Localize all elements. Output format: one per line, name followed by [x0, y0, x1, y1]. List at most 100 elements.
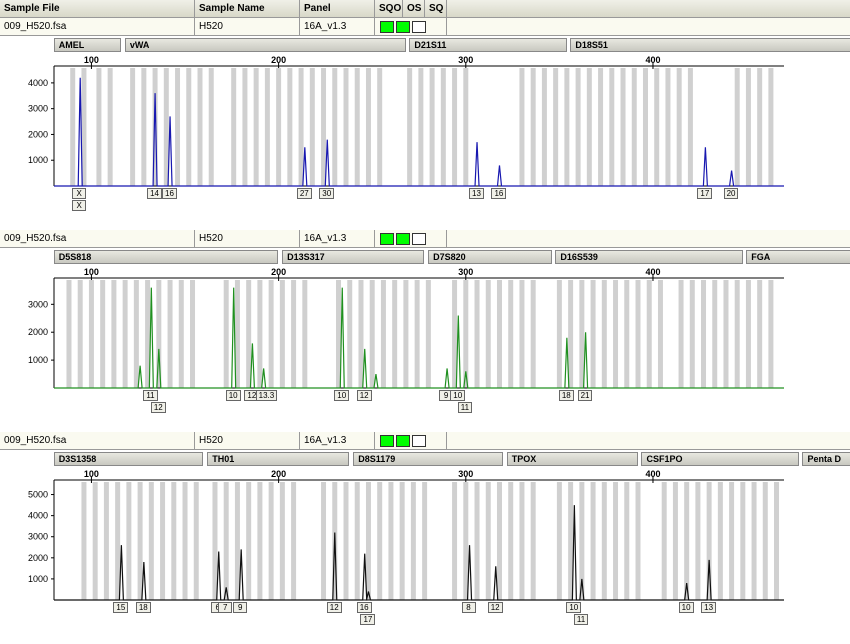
sample-row[interactable]: 009_H520.fsaH52016A_v1.3	[0, 230, 850, 248]
allele-call[interactable]: 10	[566, 602, 581, 613]
svg-text:300: 300	[458, 469, 473, 479]
allele-call[interactable]: 12	[357, 390, 372, 401]
locus-label[interactable]: D5S818	[54, 250, 279, 264]
svg-text:100: 100	[84, 469, 99, 479]
column-header[interactable]: Sample Name	[195, 0, 300, 17]
cell-sample_file: 009_H520.fsa	[0, 230, 195, 247]
cell-sample_name: H520	[195, 230, 300, 247]
allele-call[interactable]: 12	[151, 402, 166, 413]
svg-text:200: 200	[271, 267, 286, 277]
column-header[interactable]: Sample File	[0, 0, 195, 17]
allele-call[interactable]: 10	[226, 390, 241, 401]
allele-call[interactable]: 30	[319, 188, 334, 199]
allele-call[interactable]: 10	[334, 390, 349, 401]
quality-box-green	[380, 435, 394, 447]
allele-call[interactable]: 21	[578, 390, 593, 401]
allele-call[interactable]: 17	[360, 614, 375, 625]
locus-label[interactable]: D13S317	[282, 250, 424, 264]
allele-call[interactable]: 11	[458, 402, 472, 413]
svg-text:5000: 5000	[28, 490, 48, 500]
sample-row[interactable]: 009_H520.fsaH52016A_v1.3	[0, 18, 850, 36]
cell-sample_name: H520	[195, 18, 300, 35]
svg-text:100: 100	[84, 267, 99, 277]
locus-label[interactable]: AMEL	[54, 38, 121, 52]
allele-call[interactable]: 16	[162, 188, 177, 199]
svg-text:3000: 3000	[28, 299, 48, 309]
locus-header-row: D3S1358TH01 D8S1179 TPOXCSF1PO Penta D	[50, 452, 850, 466]
allele-call[interactable]: X	[72, 200, 86, 211]
allele-call[interactable]: 20	[724, 188, 739, 199]
svg-text:4000: 4000	[28, 511, 48, 521]
cell-sample_file: 009_H520.fsa	[0, 18, 195, 35]
locus-label[interactable]: D3S1358	[54, 452, 204, 466]
svg-text:4000: 4000	[28, 78, 48, 88]
locus-label[interactable]: TH01	[207, 452, 349, 466]
column-header[interactable]: OS	[403, 0, 425, 17]
allele-call[interactable]: 12	[327, 602, 342, 613]
quality-box-green	[396, 21, 410, 33]
allele-call[interactable]: 18	[559, 390, 574, 401]
allele-call[interactable]: 14	[147, 188, 162, 199]
allele-call[interactable]: 13	[469, 188, 484, 199]
cell-panel_name: 16A_v1.3	[300, 18, 375, 35]
locus-header-row: D5S818D13S317 D7S820D16S539 FGA	[50, 250, 850, 264]
quality-box-white	[412, 21, 426, 33]
allele-call[interactable]: 16	[491, 188, 506, 199]
electropherogram-chart[interactable]: 1002003004001000200030004000XX1416273013…	[4, 54, 850, 212]
locus-label[interactable]: vWA	[125, 38, 406, 52]
svg-text:2000: 2000	[28, 129, 48, 139]
allele-call[interactable]: 12	[488, 602, 503, 613]
allele-call[interactable]: 13.3	[256, 390, 278, 401]
quality-box-green	[396, 435, 410, 447]
locus-label[interactable]: CSF1PO	[641, 452, 798, 466]
allele-call[interactable]: 10	[450, 390, 465, 401]
locus-label[interactable]: D8S1179	[353, 452, 503, 466]
svg-text:300: 300	[458, 55, 473, 65]
electropherogram-chart[interactable]: 1002003004001000200030001112101213.31012…	[4, 266, 850, 414]
svg-text:2000: 2000	[28, 553, 48, 563]
quality-box-white	[412, 435, 426, 447]
allele-label-row: XX1416273013161720	[4, 188, 850, 212]
column-header[interactable]: Panel	[300, 0, 375, 17]
svg-text:400: 400	[645, 469, 660, 479]
svg-text:300: 300	[458, 267, 473, 277]
allele-call[interactable]: 18	[136, 602, 151, 613]
locus-label[interactable]: D18S51	[570, 38, 850, 52]
column-header-row: Sample FileSample NamePanelSQOOSSQ	[0, 0, 850, 18]
allele-call[interactable]: 27	[297, 188, 312, 199]
allele-call[interactable]: X	[72, 188, 86, 199]
quality-box-green	[380, 233, 394, 245]
locus-label[interactable]: Penta D	[802, 452, 850, 466]
allele-call[interactable]: 9	[233, 602, 247, 613]
cell-panel_name: 16A_v1.3	[300, 432, 375, 449]
sample-row[interactable]: 009_H520.fsaH52016A_v1.3	[0, 432, 850, 450]
locus-label[interactable]: D7S820	[428, 250, 552, 264]
allele-call[interactable]: 8	[462, 602, 476, 613]
locus-label[interactable]: FGA	[746, 250, 850, 264]
quality-indicators	[375, 18, 447, 35]
svg-text:100: 100	[84, 55, 99, 65]
electropherogram-chart[interactable]: 1002003004001000200030004000500015186791…	[4, 468, 850, 626]
allele-call[interactable]: 16	[357, 602, 372, 613]
allele-call[interactable]: 11	[143, 390, 157, 401]
allele-call[interactable]: 17	[697, 188, 712, 199]
svg-text:2000: 2000	[28, 327, 48, 337]
column-header[interactable]: SQ	[425, 0, 447, 17]
locus-label[interactable]: D16S539	[555, 250, 742, 264]
svg-text:200: 200	[271, 55, 286, 65]
svg-text:400: 400	[645, 267, 660, 277]
column-header[interactable]: SQO	[375, 0, 403, 17]
allele-call[interactable]: 7	[218, 602, 232, 613]
locus-label[interactable]: TPOX	[507, 452, 638, 466]
locus-label[interactable]: D21S11	[409, 38, 566, 52]
allele-call[interactable]: 11	[574, 614, 588, 625]
allele-call[interactable]: 13	[701, 602, 716, 613]
cell-panel_name: 16A_v1.3	[300, 230, 375, 247]
quality-box-green	[396, 233, 410, 245]
svg-text:400: 400	[645, 55, 660, 65]
allele-call[interactable]: 10	[679, 602, 694, 613]
allele-call[interactable]: 15	[113, 602, 128, 613]
quality-indicators	[375, 230, 447, 247]
quality-indicators	[375, 432, 447, 449]
cell-sample_name: H520	[195, 432, 300, 449]
